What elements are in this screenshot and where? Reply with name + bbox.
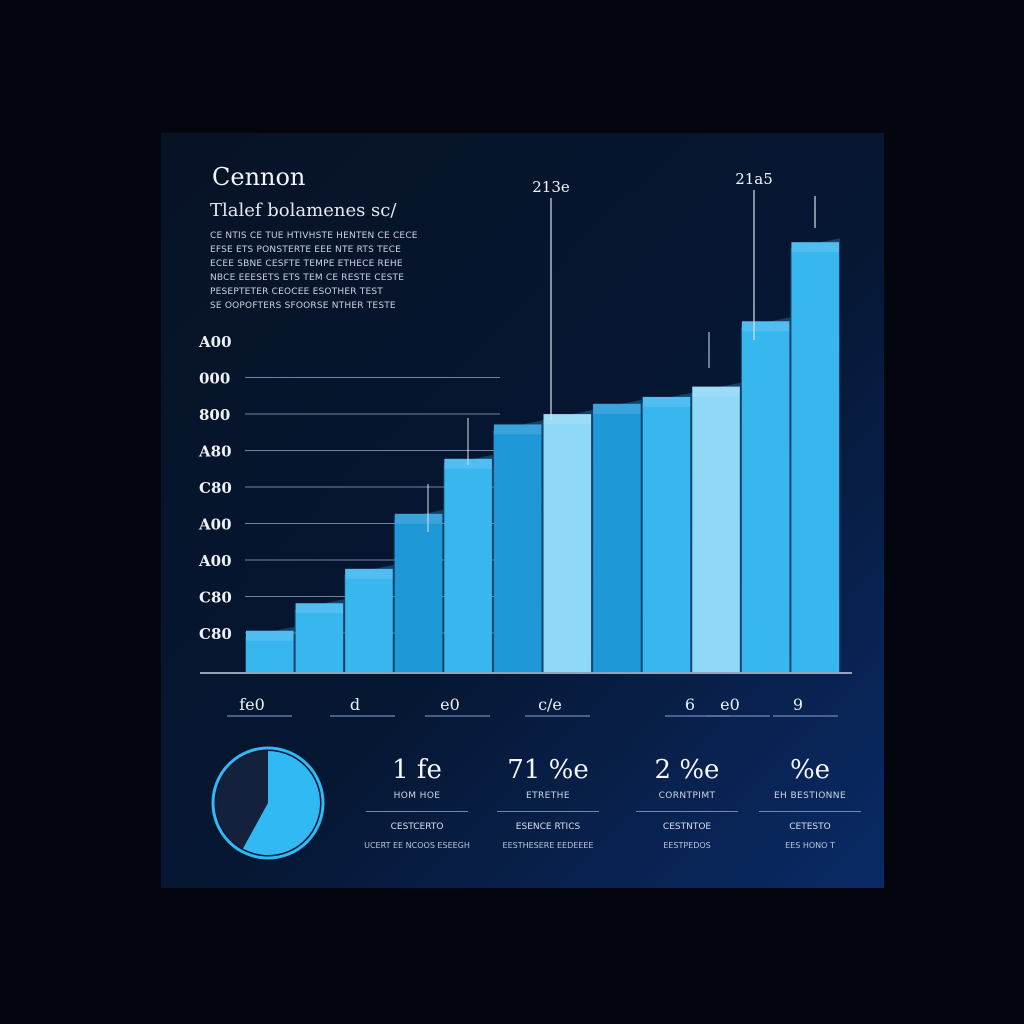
description-line: CE NTIS CE TUE HTIVHSTE HENTEN CE CECE	[210, 231, 418, 241]
bar	[295, 603, 344, 672]
bar	[246, 630, 294, 672]
description-line: ECEE SBNE CESFTE TEMPE ETHECE REHE	[210, 259, 403, 269]
description-line: SE OOPOFTERS SFOORSE NTHER TESTE	[210, 301, 396, 311]
chart-title: Cennon	[212, 163, 306, 191]
bar	[444, 458, 492, 672]
bar	[345, 568, 393, 672]
bar-top-highlight	[493, 424, 542, 435]
bar-top-highlight	[593, 403, 641, 414]
description-line: NBCE EEESETS ETS TEM CE RESTE CESTE	[210, 273, 405, 283]
y-tick-label: 800	[199, 406, 230, 424]
description-line: EFSE ETS PONSTERTE EEE NTE RTS TECE	[210, 245, 402, 255]
callout-label: 213e	[532, 178, 570, 196]
donut-slice	[242, 751, 321, 856]
y-tick-label: A80	[198, 443, 232, 461]
callout-label: 21a5	[735, 170, 773, 188]
y-tick-label: C80	[199, 589, 232, 607]
bar-top-highlight	[741, 321, 790, 332]
y-tick-label: 000	[199, 370, 230, 388]
y-tick-label: C80	[199, 625, 232, 643]
y-tick-label: C80	[199, 479, 232, 497]
bar-top-highlight	[543, 414, 592, 425]
x-tick-label: d	[350, 695, 360, 714]
bar	[741, 321, 790, 672]
bar-top-highlight	[246, 630, 294, 641]
bar-top-highlight	[345, 568, 393, 579]
area-shadow	[245, 238, 840, 672]
description-text: CE NTIS CE TUE HTIVHSTE HENTEN CE CECE E…	[210, 229, 450, 313]
x-tick-label: c/e	[538, 695, 562, 714]
chart-subtitle: Tlalef bolamenes sc/	[210, 200, 397, 221]
bar	[543, 414, 592, 672]
x-tick-label: fe0	[239, 695, 265, 714]
bar	[593, 403, 641, 672]
x-tick-label: 9	[793, 695, 803, 714]
y-tick-label: A00	[198, 552, 232, 570]
donut-ring	[211, 746, 325, 860]
bar	[692, 386, 740, 672]
y-tick-label: A00	[198, 516, 232, 534]
bar	[642, 396, 691, 672]
bar	[493, 424, 542, 672]
bar	[394, 513, 443, 672]
x-tick-label: e0	[720, 695, 740, 714]
bar-top-highlight	[642, 396, 691, 407]
bar-top-highlight	[295, 603, 344, 614]
description-line: PESEPTETER CEOCEE ESOTHER TEST	[210, 287, 383, 297]
x-tick-label: 6	[685, 695, 695, 714]
bar-top-highlight	[692, 386, 740, 397]
x-tick-label: e0	[440, 695, 460, 714]
bar-top-highlight	[394, 513, 443, 524]
bar-top-highlight	[791, 242, 839, 253]
y-tick-label: A00	[198, 333, 232, 351]
bar	[791, 242, 839, 672]
